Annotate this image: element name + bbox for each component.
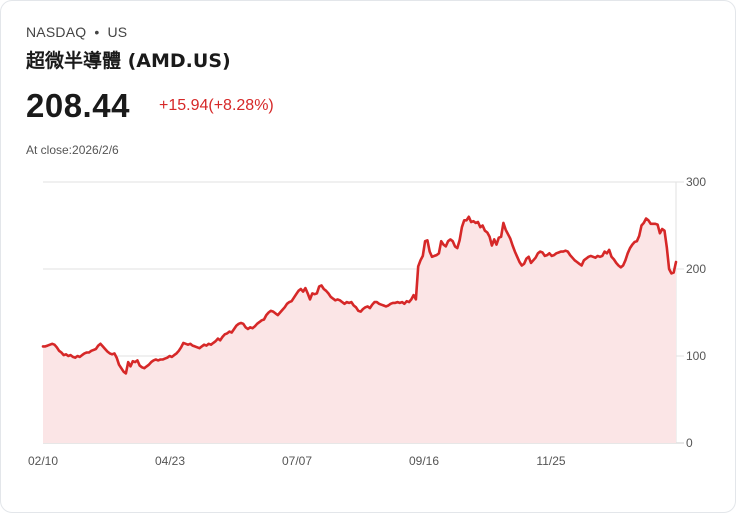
x-tick-label: 02/10	[28, 454, 58, 468]
current-price: 208.44	[26, 87, 130, 124]
x-tick-label: 09/16	[409, 454, 439, 468]
exchange-label: NASDAQ • US	[26, 24, 127, 40]
price-line	[41, 215, 678, 375]
y-tick-label: 300	[686, 175, 706, 189]
y-axis-labels: 0 100 200 300	[686, 175, 706, 450]
separator-dot: •	[94, 24, 100, 40]
y-tick-label: 200	[686, 262, 706, 276]
price-change: +15.94(+8.28%)	[159, 97, 274, 114]
y-tick-label: 0	[686, 436, 693, 450]
price-area	[43, 216, 676, 443]
exchange-name: NASDAQ	[26, 24, 87, 40]
close-date: At close:2026/2/6	[26, 143, 119, 157]
x-tick-label: 04/23	[155, 454, 185, 468]
stock-title: 超微半導體 (AMD.US)	[26, 50, 231, 72]
market-name: US	[107, 24, 128, 40]
x-axis-labels: 02/10 04/23 07/07 09/16 11/25	[28, 454, 566, 468]
x-tick-label: 11/25	[536, 454, 565, 468]
y-tick-label: 100	[686, 349, 706, 363]
x-tick-label: 07/07	[282, 454, 312, 468]
